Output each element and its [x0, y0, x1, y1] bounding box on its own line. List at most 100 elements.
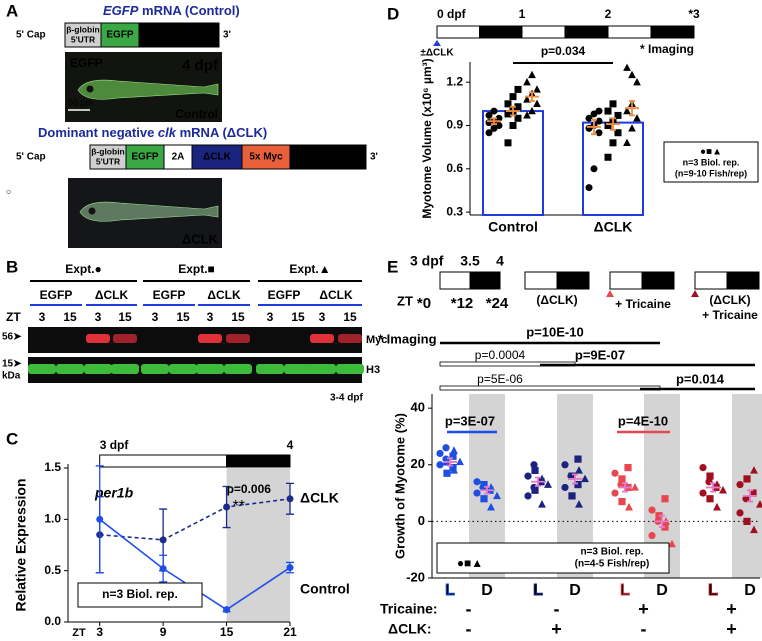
- utr-label: β-globin: [91, 146, 125, 156]
- y-tick-label: 1.2: [446, 74, 463, 88]
- title-part: EGFP: [103, 3, 139, 18]
- data-point: [456, 457, 464, 466]
- part-label: ΔCLK: [203, 152, 232, 163]
- data-point: [509, 122, 517, 130]
- part-box: [163, 144, 193, 170]
- data-point: [442, 444, 450, 452]
- y-tick-label: -20: [406, 569, 425, 584]
- data-point: [568, 492, 576, 500]
- dark-shade: [226, 468, 290, 622]
- data-point: [648, 506, 656, 514]
- data-point: [159, 565, 167, 573]
- myc-band: [338, 334, 362, 343]
- title-part: clk: [158, 125, 177, 140]
- blot-myc: [28, 327, 362, 353]
- y-tick-label: 0: [418, 513, 425, 528]
- data-point: [614, 129, 622, 137]
- light-seg: [607, 25, 652, 39]
- phase-label: D: [744, 582, 756, 599]
- mean-bar: [506, 105, 520, 117]
- data-point: [633, 78, 641, 86]
- p-value: p=0.014: [676, 371, 725, 386]
- construct-boxes: [89, 144, 367, 170]
- utr-label: 5'UTR: [71, 34, 95, 44]
- y-tick-label: 20: [411, 456, 425, 471]
- data-point: [561, 483, 569, 492]
- panel-label: E: [387, 257, 398, 276]
- data-point: [595, 117, 603, 125]
- zt-label: 3: [207, 310, 214, 324]
- data-point: [523, 95, 531, 103]
- light-seg: [521, 25, 566, 39]
- mean-bar: [606, 117, 620, 131]
- data-point: [504, 100, 512, 108]
- data-point: [450, 446, 458, 454]
- data-point: [480, 495, 488, 503]
- h3-band: [169, 364, 197, 374]
- h3-band: [28, 364, 56, 374]
- utr-label: 5'UTR: [96, 156, 120, 166]
- mean-bar: [531, 476, 545, 487]
- timeline-label: 3 dpf: [410, 253, 444, 269]
- panel-label: D: [387, 4, 399, 23]
- data-point: [625, 502, 633, 511]
- zt-label: 15: [118, 310, 132, 324]
- data-point: [509, 93, 517, 101]
- part-label: EGFP: [106, 30, 134, 41]
- p-value: p=0.0004: [475, 348, 526, 362]
- mean-bar: [706, 482, 720, 493]
- data-point: [487, 502, 495, 511]
- myc-band: [198, 334, 222, 343]
- legend-text: (n=4-5 Fish/rep): [575, 559, 650, 570]
- significance: **: [233, 498, 245, 515]
- size-label: 56➤: [2, 332, 22, 343]
- tricaine-sign: -: [466, 599, 472, 619]
- data-point: [633, 114, 641, 122]
- data-point: [611, 489, 619, 497]
- x-tick-label: 21: [283, 625, 297, 639]
- phase-label: L: [445, 582, 455, 599]
- fish: [77, 79, 219, 100]
- light-seg: [694, 271, 728, 290]
- part-label: 2A: [172, 152, 185, 163]
- legend-label: ΔCLK: [300, 490, 339, 506]
- y-axis-label: Myotome Volume (x10⁶ µm³): [420, 58, 434, 218]
- legend-text: n=3 Biol. rep.: [580, 547, 643, 558]
- dark-seg: [556, 271, 590, 290]
- h3-band: [256, 364, 284, 374]
- dark-seg: [726, 271, 760, 290]
- data-point: [533, 85, 541, 93]
- p-value: p=0.006: [227, 482, 272, 496]
- data-point: [528, 106, 536, 115]
- data-point: [575, 500, 583, 508]
- data-point: [490, 107, 498, 115]
- mean-bar: [655, 514, 669, 528]
- data-point: [504, 139, 512, 147]
- part-box: [289, 144, 367, 170]
- data-point: [609, 139, 617, 147]
- data-point: [699, 464, 707, 472]
- h3-band: [284, 364, 312, 374]
- data-point: [713, 502, 721, 511]
- data-point: [750, 466, 758, 474]
- end-label: 3': [223, 30, 231, 41]
- dark-shade: [732, 394, 762, 578]
- data-point: [449, 464, 457, 472]
- legend-text: n=3 Biol. rep.: [683, 157, 740, 167]
- dark-seg: [564, 25, 609, 39]
- mean-bar: [587, 118, 601, 136]
- data-point: [750, 525, 758, 534]
- timeline-label: 4: [496, 253, 504, 269]
- panel-label: A: [6, 1, 18, 20]
- stage-label: 4 dpf: [182, 57, 219, 74]
- marker: ○: [6, 186, 11, 196]
- expt-label: Expt.●: [65, 262, 102, 276]
- tricaine-sign: +: [726, 599, 737, 619]
- h3-band: [84, 364, 112, 374]
- legend-box: [663, 141, 759, 183]
- zt-title: ZT: [72, 627, 86, 639]
- light-seg: [439, 271, 471, 290]
- mean-bar: [487, 117, 501, 125]
- myc-band: [86, 334, 110, 343]
- data-point: [485, 129, 493, 137]
